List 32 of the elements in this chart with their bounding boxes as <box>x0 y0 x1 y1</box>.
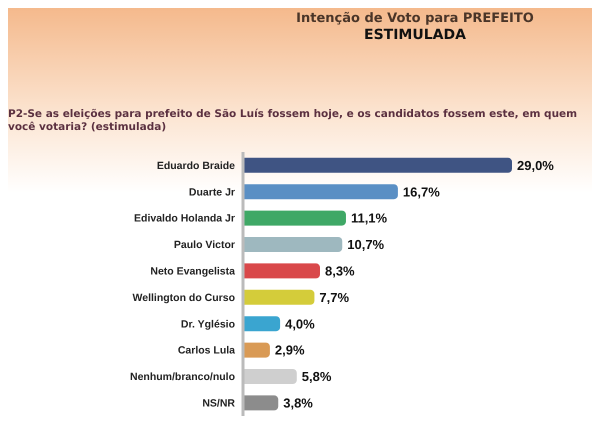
y-tick-label: NS/NR <box>202 398 236 410</box>
y-tick-label: Edivaldo Holanda Jr <box>134 212 235 225</box>
y-tick-label: Wellington do Curso <box>132 292 235 304</box>
chart-title: Intenção de Voto para PREFEITO ESTIMULADA <box>295 10 535 44</box>
bar <box>243 158 512 173</box>
bar <box>243 263 320 278</box>
y-tick-label: Nenhum/branco/nulo <box>130 371 235 384</box>
y-tick-label: Eduardo Braide <box>156 160 236 172</box>
data-label: 5,8% <box>302 369 332 384</box>
data-label: 29,0% <box>517 158 554 173</box>
y-tick-label: Neto Evangelista <box>150 266 236 278</box>
bar <box>243 342 270 358</box>
data-label: 7,7% <box>319 290 350 305</box>
data-label: 2,9% <box>274 342 305 358</box>
data-label: 4,0% <box>285 316 316 332</box>
y-tick-label: Dr. Yglésio <box>180 318 235 330</box>
bar <box>243 316 280 332</box>
bar <box>243 210 346 226</box>
bar <box>243 237 342 252</box>
bar <box>243 290 314 305</box>
data-label: 3,8% <box>283 396 314 411</box>
chart-subtitle: P2-Se as eleições para prefeito de São Luís fossem hoje, e os candidatos fossem este, em quem você votaria? (estimulada) <box>8 108 578 134</box>
y-tick-label: Duarte Jr <box>188 186 235 198</box>
data-label: 10,7% <box>347 237 385 252</box>
data-label: 16,7% <box>402 184 440 200</box>
data-label: 8,3% <box>324 264 356 279</box>
bar <box>243 395 278 410</box>
y-tick-label: Carlos Lula <box>178 344 236 357</box>
bar <box>243 184 398 200</box>
y-tick-label: Paulo Victor <box>174 239 235 252</box>
bar <box>243 369 297 384</box>
data-label: 11,1% <box>350 210 388 226</box>
